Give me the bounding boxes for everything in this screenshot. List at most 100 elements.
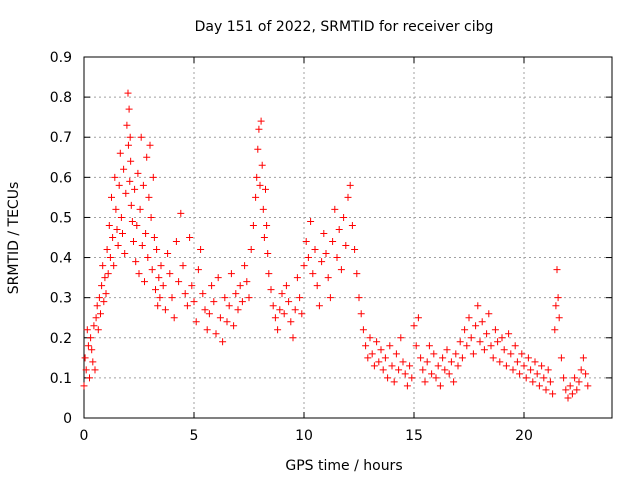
data-point — [377, 346, 385, 354]
data-point — [293, 274, 301, 282]
data-point — [278, 290, 286, 298]
data-point — [307, 217, 315, 225]
data-point — [423, 358, 431, 366]
data-point — [252, 193, 260, 201]
data-point — [368, 350, 376, 358]
data-point — [155, 274, 163, 282]
data-point — [478, 318, 486, 326]
data-point — [91, 366, 99, 374]
data-point — [498, 334, 506, 342]
data-point — [381, 354, 389, 362]
data-point — [110, 262, 118, 270]
data-point — [494, 338, 502, 346]
data-point — [120, 165, 128, 173]
data-point — [513, 358, 521, 366]
data-point — [274, 326, 282, 334]
data-point — [575, 378, 583, 386]
data-point — [243, 278, 251, 286]
data-point — [106, 254, 114, 262]
x-tick-label: 20 — [515, 428, 533, 444]
data-point — [562, 386, 570, 394]
data-point — [329, 238, 337, 246]
data-point — [175, 278, 183, 286]
data-point — [146, 141, 154, 149]
data-point — [236, 282, 244, 290]
data-point — [130, 238, 137, 246]
data-point — [214, 274, 222, 282]
data-point — [509, 366, 517, 374]
data-point — [584, 382, 592, 390]
data-point — [335, 225, 343, 233]
data-point — [80, 382, 88, 390]
y-tick-label: 0.5 — [50, 210, 72, 226]
data-point — [125, 105, 133, 113]
data-point — [516, 370, 524, 378]
data-point — [159, 282, 167, 290]
data-point — [194, 266, 202, 274]
data-point — [291, 306, 299, 314]
data-point — [406, 362, 414, 370]
data-point — [318, 258, 326, 266]
data-point — [399, 358, 407, 366]
data-point — [152, 286, 159, 294]
data-point — [82, 366, 90, 374]
data-point — [260, 234, 268, 241]
data-point — [346, 181, 354, 189]
data-point — [472, 322, 480, 330]
data-point — [496, 358, 504, 366]
data-point — [201, 306, 209, 314]
data-point — [311, 246, 319, 254]
data-point — [417, 354, 425, 362]
data-point — [219, 338, 227, 346]
y-tick-label: 0.8 — [50, 90, 72, 106]
data-point — [298, 310, 306, 318]
data-point — [234, 306, 242, 314]
data-point — [454, 362, 462, 370]
data-point — [333, 254, 341, 262]
data-point — [108, 193, 115, 201]
data-point — [131, 185, 139, 193]
data-point — [359, 326, 367, 334]
data-point — [491, 326, 499, 334]
data-point — [432, 374, 440, 382]
x-tick-label: 15 — [405, 428, 423, 444]
x-tick-label: 0 — [80, 428, 89, 444]
data-point — [263, 221, 271, 229]
data-point — [126, 133, 134, 141]
data-point — [183, 302, 191, 310]
data-point — [104, 270, 112, 278]
data-point — [577, 366, 585, 374]
data-point — [122, 189, 130, 197]
data-point — [113, 225, 121, 233]
data-point — [362, 342, 370, 350]
data-point — [133, 221, 141, 229]
data-point — [370, 362, 378, 370]
data-point — [289, 334, 297, 342]
data-point — [127, 157, 135, 165]
x-tick-label: 5 — [190, 428, 199, 444]
data-point — [124, 141, 132, 149]
data-point — [93, 302, 101, 310]
data-point — [533, 370, 541, 378]
data-point — [419, 366, 427, 374]
data-point — [469, 350, 477, 358]
data-point — [150, 234, 158, 241]
data-point — [447, 358, 455, 366]
data-point — [309, 270, 317, 278]
y-tick-label: 0.9 — [50, 50, 72, 66]
data-point — [95, 294, 103, 302]
data-point — [458, 354, 466, 362]
y-tick-label: 0.1 — [50, 371, 72, 387]
data-point — [282, 282, 290, 290]
data-point — [269, 302, 277, 310]
data-point — [128, 217, 136, 225]
data-point — [430, 350, 438, 358]
data-point — [172, 238, 180, 246]
data-point — [119, 229, 126, 237]
data-point — [136, 205, 144, 213]
data-point — [364, 354, 372, 362]
data-point — [502, 362, 510, 370]
data-point — [253, 173, 261, 181]
data-point — [145, 193, 153, 201]
data-point — [582, 370, 590, 378]
